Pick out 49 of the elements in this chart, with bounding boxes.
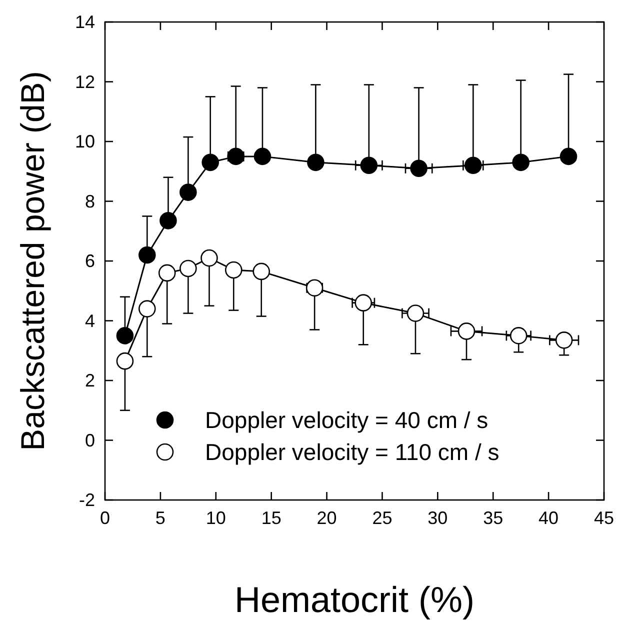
x-tick-label: 10 xyxy=(206,508,226,528)
x-tick-label: 20 xyxy=(316,508,337,528)
point xyxy=(138,300,156,318)
x-axis-title: Hematocrit (%) xyxy=(234,579,475,620)
y-tick-label: -2 xyxy=(78,490,95,510)
x-tick-label: 30 xyxy=(428,508,448,528)
x-tick-label: 45 xyxy=(594,508,614,528)
y-axis-title: Backscattered power (dB) xyxy=(14,71,51,451)
x-tick-label: 5 xyxy=(155,508,166,528)
point xyxy=(160,212,177,230)
point xyxy=(227,148,244,166)
point xyxy=(406,304,424,322)
point xyxy=(464,156,482,174)
point xyxy=(354,294,372,312)
point xyxy=(116,352,134,370)
point xyxy=(360,156,378,174)
point xyxy=(224,261,242,279)
y-tick-label: 6 xyxy=(84,251,95,271)
point xyxy=(254,148,272,166)
point xyxy=(306,279,324,297)
y-tick-label: 12 xyxy=(74,72,95,92)
y-tick-label: 8 xyxy=(84,191,95,212)
y-tick-label: 10 xyxy=(74,132,95,152)
y-tick-label: 14 xyxy=(74,12,95,32)
x-tick-label: 25 xyxy=(372,508,392,528)
y-tick-label: 2 xyxy=(84,370,95,390)
x-tick-label: 35 xyxy=(483,508,504,528)
point xyxy=(200,249,218,267)
point xyxy=(180,260,197,278)
point xyxy=(158,264,176,282)
point xyxy=(252,262,270,280)
point xyxy=(560,148,578,166)
legend-label: Doppler velocity = 40 cm / s xyxy=(205,407,488,433)
point xyxy=(555,332,573,349)
point xyxy=(116,327,134,344)
point xyxy=(410,160,428,178)
x-tick-label: 40 xyxy=(538,508,559,528)
point xyxy=(138,246,156,264)
y-tick-label: 0 xyxy=(84,430,95,450)
legend-label: Doppler velocity = 110 cm / s xyxy=(205,439,500,465)
point xyxy=(307,154,324,172)
point xyxy=(458,322,476,340)
y-tick-label: 4 xyxy=(84,310,95,331)
point xyxy=(510,327,528,344)
point xyxy=(512,154,530,172)
x-tick-label: 15 xyxy=(261,508,282,528)
point xyxy=(180,184,197,201)
x-tick-label: 0 xyxy=(100,508,110,528)
point xyxy=(202,154,219,172)
